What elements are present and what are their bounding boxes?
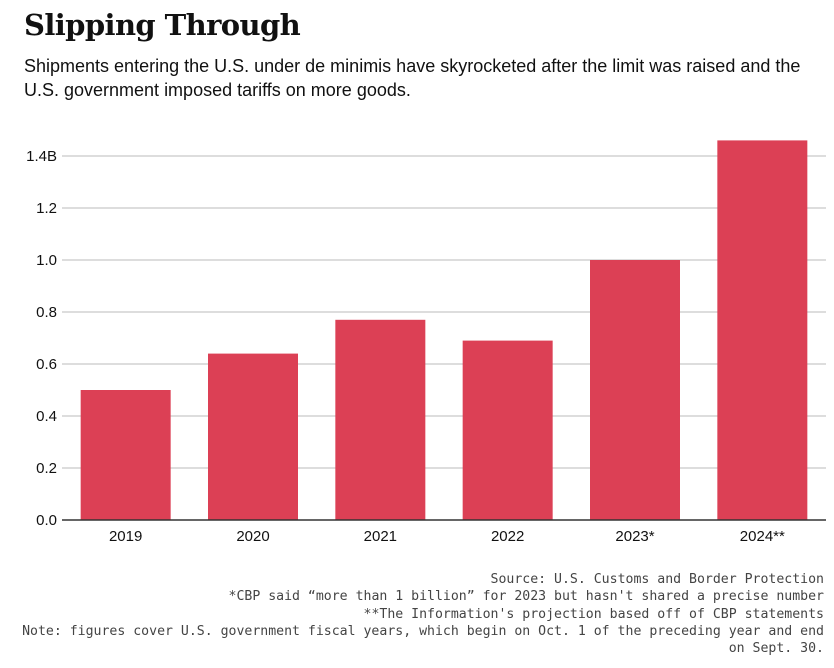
bar — [717, 140, 808, 520]
y-tick-label: 0.4 — [36, 408, 57, 425]
source-note: Source: U.S. Customs and Border Protecti… — [490, 572, 824, 587]
footnote-2024: **The Information's projection based off… — [363, 606, 825, 622]
y-tick-label: 1.4B — [26, 148, 57, 165]
x-tick-label: 2019 — [109, 528, 142, 545]
x-tick-label: 2024** — [740, 528, 785, 545]
y-tick-label: 1.2 — [36, 200, 57, 217]
bar — [80, 390, 171, 520]
y-axis-ticks: 0.0 0.2 0.4 0.6 0.8 1.0 1.2 1.4B — [26, 148, 57, 529]
bar — [462, 340, 553, 520]
gridlines — [62, 155, 826, 469]
x-tick-label: 2020 — [236, 528, 269, 545]
fiscal-year-note: Note: figures cover U.S. government fisc… — [22, 623, 832, 657]
bar — [208, 353, 298, 520]
x-tick-label: 2021 — [364, 528, 397, 545]
y-tick-label: 0.6 — [36, 356, 57, 373]
bars — [80, 140, 808, 520]
bar — [335, 319, 426, 520]
y-tick-label: 1.0 — [36, 252, 57, 269]
y-tick-label: 0.8 — [36, 304, 57, 321]
chart-title: Slipping Through — [24, 8, 301, 42]
bar — [590, 260, 680, 520]
x-axis-ticks: 2019 2020 2021 2022 2023* 2024** — [109, 528, 785, 545]
footnote-2023: *CBP said “more than 1 billion” for 2023… — [228, 589, 824, 605]
x-tick-label: 2022 — [491, 528, 524, 545]
x-tick-label: 2023* — [615, 528, 654, 545]
y-tick-label: 0.0 — [36, 512, 57, 529]
chart-subtitle: Shipments entering the U.S. under de min… — [24, 56, 801, 100]
chart-footer: Source: U.S. Customs and Border Protecti… — [14, 571, 824, 657]
bar-chart: 0.00.20.40.60.81.01.21.4B 2019 2020 2021 20… — [26, 140, 826, 545]
y-tick-label: 0.2 — [36, 460, 57, 477]
